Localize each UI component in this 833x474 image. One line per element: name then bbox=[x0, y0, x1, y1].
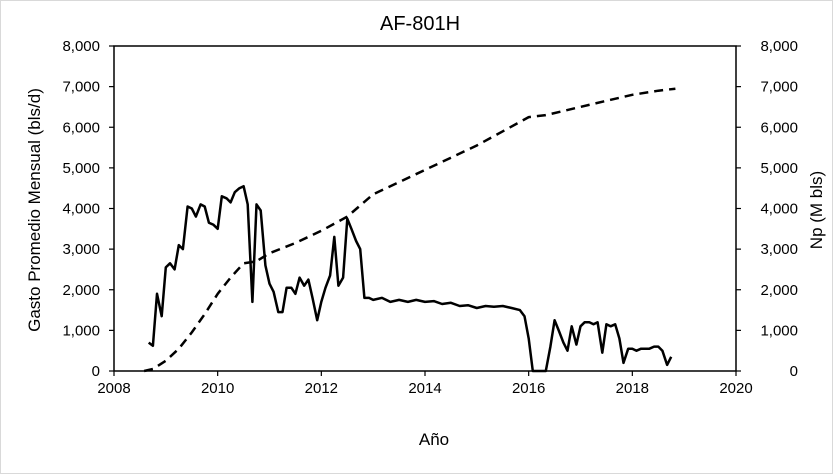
x-axis: 2008 2010 2012 2014 2016 2018 2020 bbox=[97, 371, 753, 397]
y-right-tick-label: 4,000 bbox=[760, 201, 798, 218]
y-left-tick-label: 6,000 bbox=[62, 119, 100, 136]
y-right-tick-label: 3,000 bbox=[760, 241, 798, 258]
x-tick-label: 2008 bbox=[97, 380, 130, 397]
x-tick-label: 2014 bbox=[408, 380, 441, 397]
x-tick-label: 2018 bbox=[616, 380, 649, 397]
y-left-tick-label: 3,000 bbox=[62, 241, 100, 258]
y-right-tick-label: 2,000 bbox=[760, 282, 798, 299]
y-right-tick-label: 6,000 bbox=[760, 119, 798, 136]
y-left-tick-label: 4,000 bbox=[62, 201, 100, 218]
y-left-tick-label: 7,000 bbox=[62, 79, 100, 96]
y-left-tick-label: 1,000 bbox=[62, 322, 100, 339]
x-axis-label: Año bbox=[419, 430, 449, 449]
y-axis-left: 0 1,000 2,000 3,000 4,000 5,000 6,000 7,000 8,00… bbox=[62, 38, 114, 380]
y-right-tick-label: 0 bbox=[790, 363, 798, 380]
y-left-tick-label: 0 bbox=[92, 363, 100, 380]
series-line-np bbox=[143, 87, 676, 373]
y-right-tick-label: 5,000 bbox=[760, 160, 798, 177]
y-axis-right-label: Np (M bls) bbox=[807, 171, 826, 249]
y-left-tick-label: 2,000 bbox=[62, 282, 100, 299]
series-layer bbox=[143, 87, 676, 373]
plot-area bbox=[113, 45, 737, 372]
x-tick-label: 2010 bbox=[201, 380, 234, 397]
chart-title: AF-801H bbox=[380, 13, 460, 35]
y-right-tick-label: 7,000 bbox=[760, 79, 798, 96]
y-left-tick-label: 5,000 bbox=[62, 160, 100, 177]
y-axis-left-label: Gasto Promedio Mensual (bls/d) bbox=[25, 88, 44, 332]
y-right-tick-label: 8,000 bbox=[760, 38, 798, 55]
x-tick-label: 2020 bbox=[719, 380, 752, 397]
x-tick-label: 2012 bbox=[305, 380, 338, 397]
x-tick-label: 2016 bbox=[512, 380, 545, 397]
series-line-gasto bbox=[147, 184, 673, 373]
y-axis-right: 0 1,000 2,000 3,000 4,000 5,000 6,000 7,000 8,00… bbox=[736, 38, 798, 380]
y-right-tick-label: 1,000 bbox=[760, 322, 798, 339]
y-left-tick-label: 8,000 bbox=[62, 38, 100, 55]
